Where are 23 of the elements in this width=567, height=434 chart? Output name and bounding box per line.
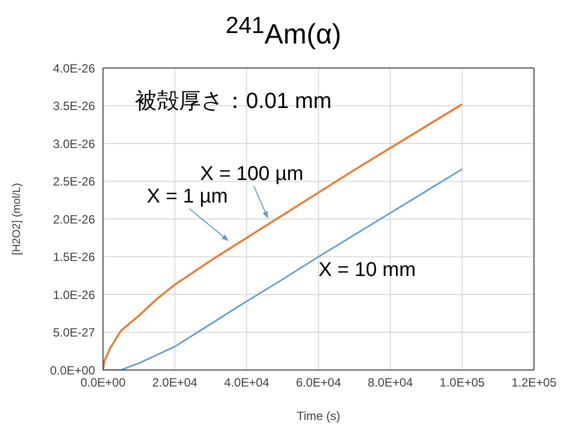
annotation: X = 1 µm — [146, 186, 228, 208]
y-tick-label: 0.0E+00 — [50, 363, 96, 378]
annotation: X = 100 µm — [200, 163, 304, 186]
y-tick-label: 3.5E-26 — [52, 99, 96, 114]
x-tick-label: 0.0E+00 — [80, 376, 126, 390]
x-axis-title: Time (s) — [296, 409, 340, 423]
y-tick-label: 2.0E-26 — [52, 212, 96, 226]
x-tick-label: 8.0E+04 — [368, 376, 414, 390]
series-label: X = 10 mm — [318, 258, 416, 281]
y-tick-label: 1.5E-26 — [52, 250, 96, 264]
y-tick-label: 1.0E-26 — [52, 288, 96, 302]
y-tick-label: 2.5E-26 — [52, 174, 96, 189]
x-tick-label: 1.2E+05 — [511, 376, 557, 390]
y-axis-title: [H2O2] (mol/L) — [10, 182, 23, 256]
y-tick-label: 5.0E-27 — [52, 326, 96, 340]
y-tick-label: 3.0E-26 — [52, 136, 96, 151]
x-tick-label: 6.0E+04 — [296, 376, 342, 390]
annotation: 被殻厚さ：0.01 mm — [135, 88, 332, 113]
x-tick-label: 1.0E+05 — [440, 376, 486, 390]
chart-title: $^{241}$Am(α) — [224, 12, 342, 50]
y-tick-label: 4.0E-26 — [52, 61, 96, 76]
x-tick-label: 2.0E+04 — [152, 376, 198, 390]
x-tick-label: 4.0E+04 — [224, 376, 270, 390]
